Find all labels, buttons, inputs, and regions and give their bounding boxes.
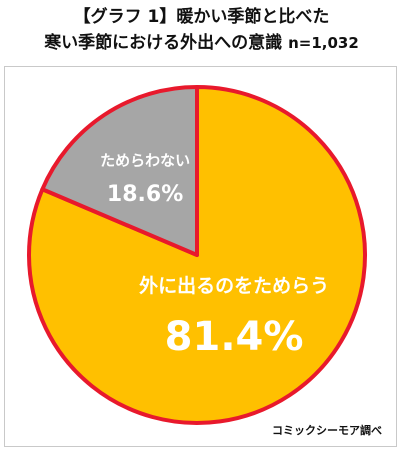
slice-label-2: ためらわない: [100, 152, 190, 170]
slice-value-2: 18.6%: [107, 182, 183, 207]
slice-value-1: 81.4%: [165, 314, 304, 360]
slice-label-1: 外に出るのをためらう: [139, 274, 329, 297]
title-line-1: 【グラフ 1】暖かい季節と比べた: [73, 7, 330, 27]
title-line-2: 寒い季節における外出への意識 n=1,032: [0, 30, 403, 56]
pie-slice-2: [40, 85, 199, 257]
chart-frame: 外に出るのをためらう 81.4% ためらわない 18.6% コミックシーモア調べ: [4, 66, 397, 447]
chart-title: 【グラフ 1】暖かい季節と比べた 寒い季節における外出への意識 n=1,032: [0, 4, 403, 56]
source-note: コミックシーモア調べ: [272, 424, 382, 437]
pie-chart: 外に出るのをためらう 81.4% ためらわない 18.6%: [27, 85, 367, 425]
sample-size: n=1,032: [288, 34, 359, 52]
title-line-2-text: 寒い季節における外出への意識: [44, 33, 283, 53]
